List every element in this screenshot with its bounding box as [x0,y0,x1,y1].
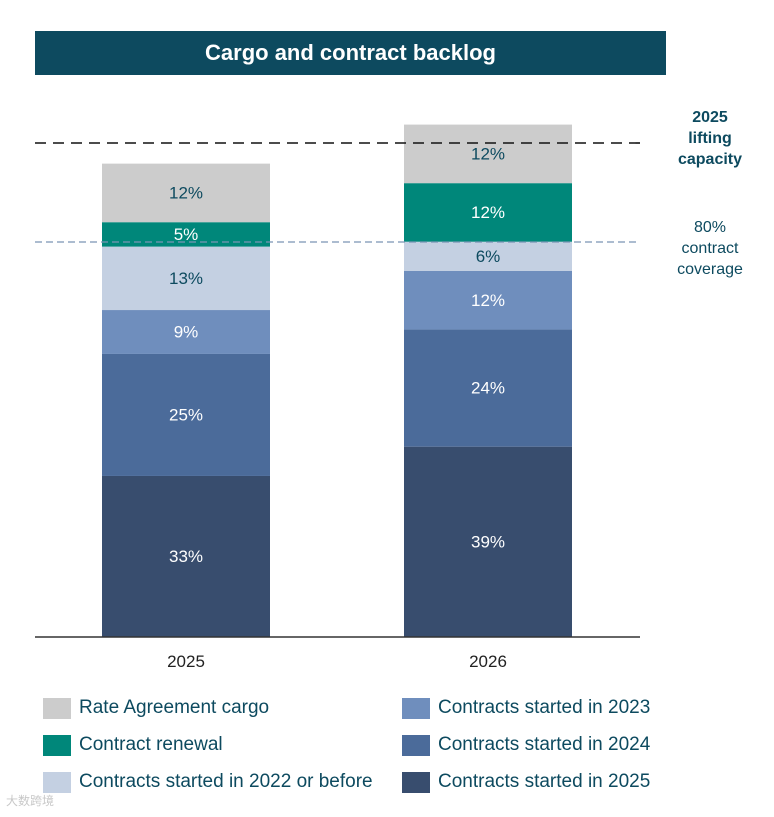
data-label-2026-1: 24% [471,379,505,398]
bar-segment-2026-0 [404,446,572,637]
bar-segment-2026-2 [404,271,572,330]
legend-swatch [43,697,71,719]
bar-segment-2025-1 [102,353,270,476]
data-label-2026-3: 6% [476,247,501,266]
data-label-2025-0: 33% [169,547,203,566]
data-label-2026-0: 39% [471,532,505,551]
data-label-2025-1: 25% [169,405,203,424]
chart-title: Cargo and contract backlog [35,31,666,75]
data-label-2026-2: 12% [471,291,505,310]
reference-label-contract-coverage-2: coverage [677,261,743,278]
legend-label: Contract renewal [79,734,223,755]
bar-segment-2025-5 [102,163,270,223]
legend-item: Rate Agreement cargo [43,697,269,719]
bar-segment-2025-3 [102,246,270,311]
watermark: 大数跨境 [6,794,55,808]
legend-swatch [402,697,430,719]
bar-segment-2026-3 [404,241,572,271]
legend-item: Contract renewal [43,734,223,756]
data-label-2025-2: 9% [174,323,199,342]
x-tick-label-2025: 2025 [167,652,205,671]
reference-label-contract-coverage-0: 80% [694,219,726,236]
data-label-2025-3: 13% [169,269,203,288]
x-tick-label-2026: 2026 [469,652,507,671]
reference-label-lifting-capacity-1: lifting [688,130,732,147]
bar-segment-2026-1 [404,329,572,447]
legend-label: Contracts started in 2025 [438,771,651,792]
legend-item: Contracts started in 2022 or before [43,771,373,793]
legend-label: Contracts started in 2022 or before [79,771,373,792]
data-label-2026-5: 12% [471,144,505,163]
legend-item: Contracts started in 2024 [402,734,650,756]
reference-label-lifting-capacity-2: capacity [678,151,742,168]
legend-label: Contracts started in 2023 [438,697,651,718]
bar-segment-2026-5 [404,124,572,184]
legend-item: Contracts started in 2023 [402,697,650,719]
legend-item: Contracts started in 2025 [402,771,650,793]
legend-label: Rate Agreement cargo [79,697,270,718]
legend-swatch [43,734,71,756]
legend-label: Contracts started in 2024 [438,734,651,755]
legend-swatch [402,771,430,793]
data-label-2025-5: 12% [169,183,203,202]
reference-label-contract-coverage-1: contract [682,240,739,257]
bar-segment-2025-0 [102,475,270,637]
reference-label-lifting-capacity-0: 2025 [692,109,728,126]
data-label-2025-4: 5% [174,225,199,244]
bar-segment-2026-4 [404,183,572,242]
data-label-2026-4: 12% [471,203,505,222]
legend-swatch [43,771,71,793]
legend-swatch [402,734,430,756]
bar-segment-2025-2 [102,310,270,354]
